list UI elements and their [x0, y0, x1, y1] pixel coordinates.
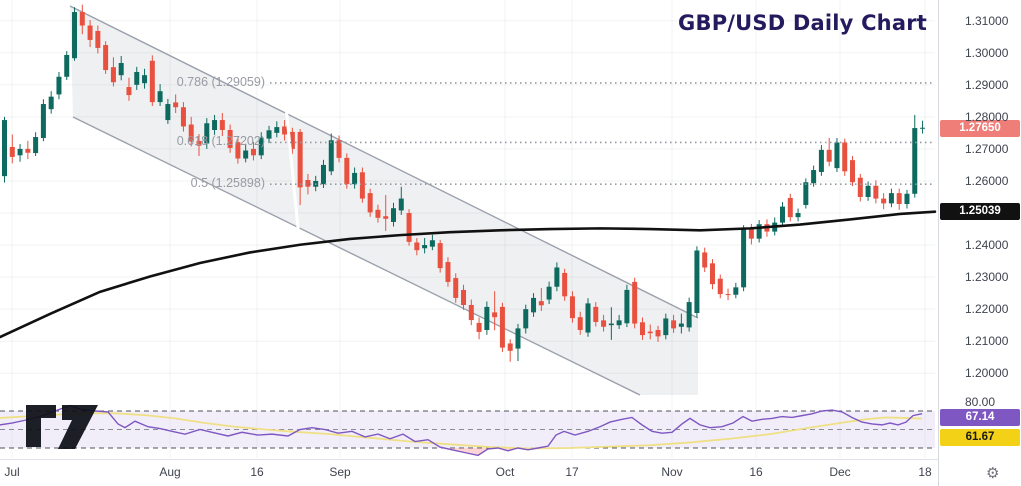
- time-axis-label: Aug: [159, 465, 181, 479]
- price-axis-label: 1.21000: [965, 334, 1009, 349]
- price-axis-label: 1.20000: [965, 366, 1009, 381]
- price-axis-label: 1.28000: [965, 109, 1009, 124]
- tradingview-watermark-icon[interactable]: [22, 401, 114, 458]
- last-price-badge: 1.27650: [940, 120, 1020, 137]
- price-axis[interactable]: 1.27650 1.25039 67.14 61.67 1.31000 1.300…: [938, 0, 1021, 486]
- time-axis-label: 16: [250, 465, 264, 479]
- indicator-axis-label: 80.00: [965, 394, 996, 409]
- price-axis-label: 1.24000: [965, 238, 1009, 253]
- price-axis-label: 1.23000: [965, 270, 1009, 285]
- time-axis-label: Dec: [829, 465, 851, 479]
- price-axis-label: 1.26000: [965, 173, 1009, 188]
- price-axis-label: 1.31000: [965, 13, 1009, 28]
- chart-title: GBP/USD Daily Chart: [678, 11, 927, 35]
- price-axis-label: 1.29000: [965, 77, 1009, 92]
- ma-value-badge: 1.25039: [940, 203, 1020, 220]
- time-axis-label: Sep: [329, 465, 351, 479]
- time-axis-label: Oct: [495, 465, 515, 479]
- rsi-value-badge: 67.14: [940, 409, 1020, 426]
- price-axis-label: 1.22000: [965, 302, 1009, 317]
- time-axis-label: 18: [918, 465, 932, 479]
- time-axis-label: Nov: [661, 465, 683, 479]
- price-axis-label: 1.30000: [965, 45, 1009, 60]
- rsi-ma-value-badge: 61.67: [940, 429, 1020, 446]
- time-axis[interactable]: Jul Aug 16 Sep Oct 17 Nov 16 Dec 18: [0, 459, 938, 486]
- settings-gear-icon[interactable]: ⚙: [986, 465, 1000, 482]
- price-axis-label: 1.27000: [965, 141, 1009, 156]
- time-axis-label: Jul: [4, 465, 20, 479]
- time-axis-label: 17: [565, 465, 579, 479]
- time-axis-label: 16: [749, 465, 763, 479]
